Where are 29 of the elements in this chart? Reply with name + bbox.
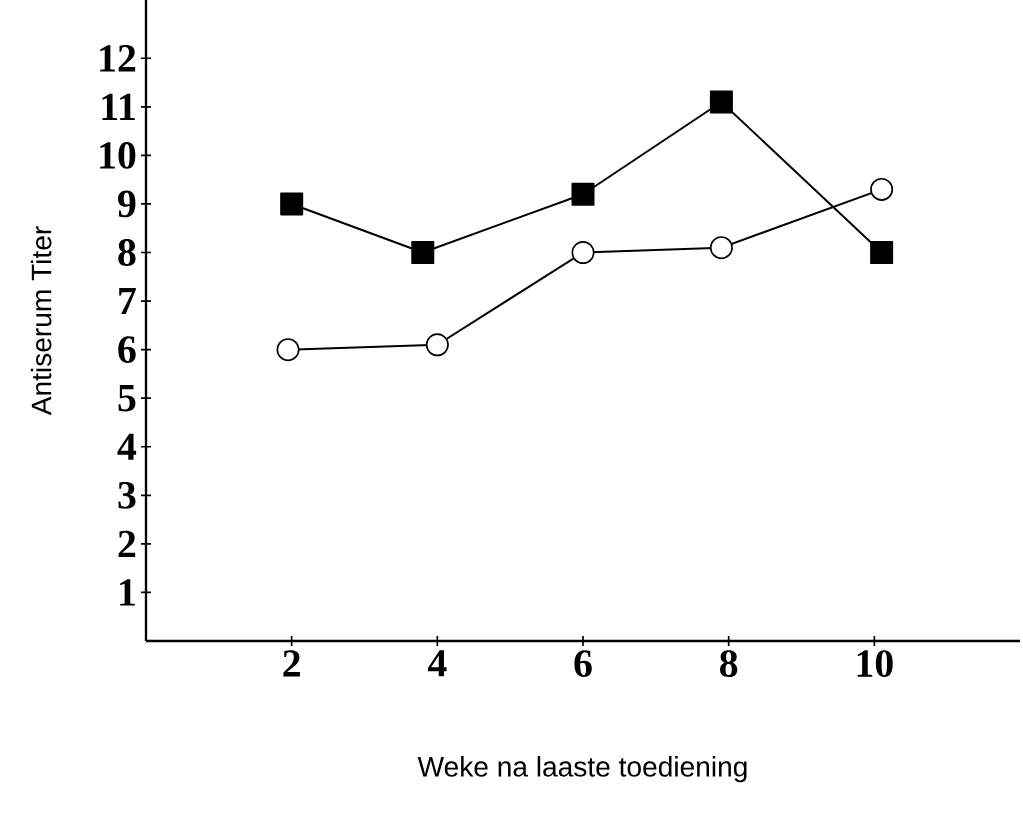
y-axis-title: Antiserum Titer <box>30 226 52 416</box>
y-tick-label: 6 <box>118 336 136 364</box>
x-tick-label: 6 <box>574 650 592 677</box>
y-tick-label: 4 <box>117 433 137 460</box>
y-tick-label: 2 <box>118 530 136 558</box>
point <box>425 333 449 357</box>
y-tick-label: 3 <box>118 481 136 509</box>
x-tick-label: 8 <box>720 650 738 678</box>
point <box>709 236 733 260</box>
y-tick-label: 5 <box>118 384 136 412</box>
y-tick-label: 9 <box>118 190 136 218</box>
y-tick-label: 8 <box>118 239 136 266</box>
point <box>870 177 894 201</box>
x-tick-label: 4 <box>427 650 447 677</box>
y-tick-label: 1 <box>120 579 135 606</box>
y-tick-label: 12 <box>100 45 136 72</box>
y-tick-label: 11 <box>102 93 135 120</box>
x-tick-label: 10 <box>857 650 893 678</box>
point <box>870 241 894 265</box>
point <box>276 338 300 362</box>
x-tick-label: 2 <box>283 650 300 677</box>
point <box>571 241 595 265</box>
y-tick-label: 10 <box>100 141 136 169</box>
point <box>571 182 595 206</box>
point <box>280 192 304 216</box>
point <box>709 90 733 114</box>
x-axis-title: Weke na laaste toediening <box>417 756 747 783</box>
y-tick-label: 7 <box>119 288 136 315</box>
point <box>411 241 435 265</box>
